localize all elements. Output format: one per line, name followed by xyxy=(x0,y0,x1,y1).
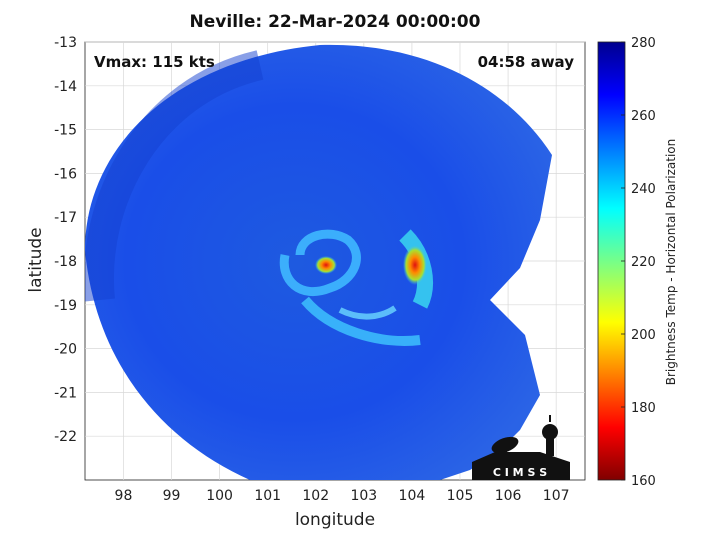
y-tick-label: -14 xyxy=(54,79,77,95)
colorbar-tick-labels: 280 260 240 220 200 180 160 xyxy=(621,36,656,489)
y-tick-label: -22 xyxy=(54,429,77,445)
colorbar-tick-label: 160 xyxy=(631,474,656,489)
y-tick-label: -15 xyxy=(54,123,77,139)
x-tick-label: 104 xyxy=(399,488,426,504)
colorbar-tick-label: 180 xyxy=(631,401,656,416)
colorbar-tick-label: 280 xyxy=(631,36,656,51)
y-tick-label: -21 xyxy=(54,385,77,401)
vmax-annotation: Vmax: 115 kts xyxy=(94,53,215,71)
y-tick-label: -16 xyxy=(54,166,77,182)
outer-band xyxy=(85,50,264,302)
y-tick-label: -18 xyxy=(54,254,77,270)
y-tick-label: -13 xyxy=(54,35,77,51)
logo-text: C I M S S xyxy=(493,466,547,479)
colorbar xyxy=(597,41,626,481)
eyewall-ring xyxy=(279,229,361,297)
x-axis-label: longitude xyxy=(294,510,376,530)
x-tick-label: 107 xyxy=(543,488,570,504)
x-tick-labels: 98 99 100 101 102 103 104 105 106 107 xyxy=(115,488,570,504)
spiral-band-south xyxy=(301,296,421,346)
chart-title: Neville: 22-Mar-2024 00:00:00 xyxy=(189,12,481,32)
x-tick-label: 105 xyxy=(447,488,474,504)
x-tick-label: 100 xyxy=(206,488,233,504)
x-tick-label: 99 xyxy=(163,488,181,504)
y-tick-label: -20 xyxy=(54,342,77,358)
rainband-warm-core xyxy=(403,245,427,285)
x-tick-label: 98 xyxy=(115,488,133,504)
colorbar-tick-label: 220 xyxy=(631,255,656,270)
time-away-annotation: 04:58 away xyxy=(477,53,574,71)
x-tick-label: 102 xyxy=(302,488,329,504)
cimss-logo: C I M S S xyxy=(472,415,570,480)
x-tick-label: 103 xyxy=(350,488,377,504)
colorbar-tick-label: 260 xyxy=(631,109,656,124)
eye-warm-core xyxy=(315,256,337,274)
y-tick-label: -17 xyxy=(54,210,77,226)
x-tick-label: 106 xyxy=(495,488,522,504)
colorbar-tick-label: 200 xyxy=(631,328,656,343)
spiral-band-inner xyxy=(338,305,397,320)
y-tick-label: -19 xyxy=(54,298,77,314)
colorbar-tick-label: 240 xyxy=(631,182,656,197)
microwave-swath: C I M S S xyxy=(85,44,570,480)
x-tick-label: 101 xyxy=(254,488,281,504)
y-tick-labels: -13 -14 -15 -16 -17 -18 -19 -20 -21 -22 xyxy=(54,35,77,445)
